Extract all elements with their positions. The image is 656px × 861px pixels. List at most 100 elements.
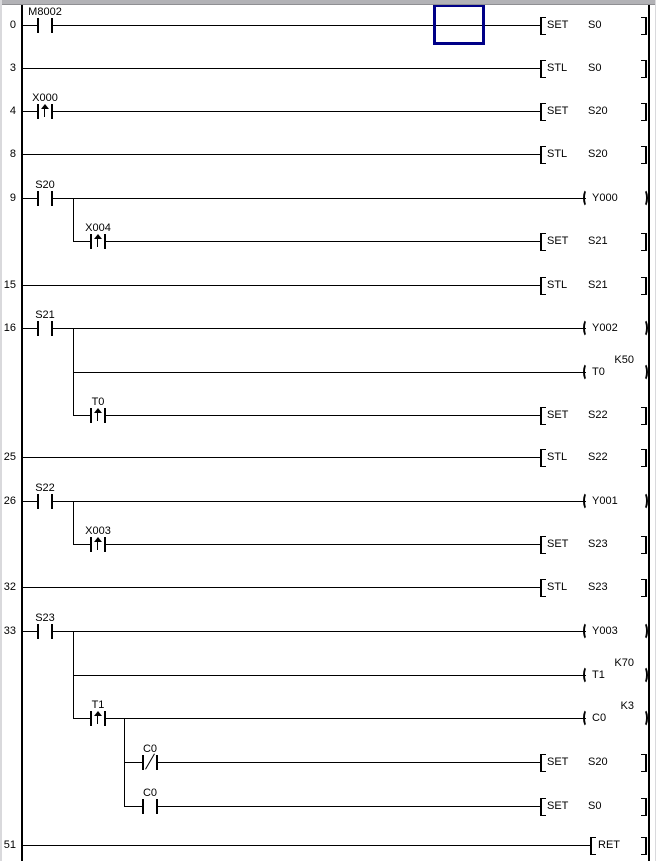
instruction-close-bracket	[641, 837, 647, 855]
instruction-op[interactable]: STL	[547, 451, 568, 463]
branch-line	[124, 718, 125, 806]
rising-edge-arrow-icon	[97, 715, 98, 724]
branch-line	[73, 631, 74, 718]
instruction-op[interactable]: STL	[547, 62, 568, 74]
no-contact[interactable]	[37, 624, 53, 639]
instruction-operand[interactable]: S0	[588, 62, 602, 74]
rung-line	[73, 718, 586, 719]
contact-label: X004	[85, 222, 111, 234]
rung-line	[73, 415, 540, 416]
instruction-operand[interactable]: S22	[588, 451, 608, 463]
instruction-open-bracket	[540, 449, 546, 467]
edit-cursor[interactable]	[433, 4, 485, 45]
instruction-close-bracket	[641, 60, 647, 78]
rising-edge-arrowhead-icon	[41, 104, 49, 109]
pulse-contact[interactable]	[90, 234, 106, 249]
step-number: 32	[3, 581, 16, 593]
instruction-operand[interactable]: S0	[588, 800, 602, 812]
rising-edge-arrow-icon	[97, 412, 98, 421]
instruction-operand[interactable]: S21	[588, 279, 608, 291]
instruction-op[interactable]: SET	[547, 409, 569, 421]
rising-edge-arrow-icon	[97, 541, 98, 550]
coil-label[interactable]: T1	[592, 669, 605, 681]
rung-line	[73, 241, 540, 242]
contact-label: S23	[35, 612, 55, 624]
branch-line	[73, 328, 74, 415]
instruction-close-bracket	[641, 536, 647, 554]
instruction-op[interactable]: SET	[547, 538, 569, 550]
instruction-close-bracket	[641, 233, 647, 251]
instruction-operand[interactable]: S21	[588, 235, 608, 247]
contact-label: S20	[35, 179, 55, 191]
rung-line	[21, 111, 540, 112]
coil-label[interactable]: T0	[592, 366, 605, 378]
no-contact[interactable]	[37, 18, 53, 33]
no-contact[interactable]	[37, 494, 53, 509]
instruction-close-bracket	[641, 798, 647, 816]
instruction-operand[interactable]: S23	[588, 538, 608, 550]
instruction-operand[interactable]: S22	[588, 409, 608, 421]
pulse-contact[interactable]	[90, 408, 106, 423]
coil-close-paren	[640, 622, 648, 640]
rising-edge-arrowhead-icon	[94, 711, 102, 716]
coil-open-paren	[583, 319, 591, 337]
nc-slash-icon	[145, 753, 155, 770]
instruction-operand[interactable]: S20	[588, 756, 608, 768]
rung-line	[21, 587, 540, 588]
instruction-operand[interactable]: S20	[588, 148, 608, 160]
instruction-op[interactable]: STL	[547, 148, 568, 160]
instruction-operand[interactable]: S23	[588, 581, 608, 593]
no-contact[interactable]	[37, 321, 53, 336]
no-contact[interactable]	[142, 799, 158, 814]
instruction-open-bracket	[540, 17, 546, 35]
coil-close-paren	[640, 492, 648, 510]
instruction-open-bracket	[540, 233, 546, 251]
coil-close-paren	[640, 666, 648, 684]
instruction-op[interactable]: STL	[547, 581, 568, 593]
instruction-close-bracket	[641, 277, 647, 295]
instruction-open-bracket	[540, 536, 546, 554]
rung-line	[21, 501, 586, 502]
coil-label[interactable]: Y003	[592, 625, 618, 637]
step-number: 16	[3, 322, 16, 334]
coil-label[interactable]: Y002	[592, 322, 618, 334]
step-number: 51	[3, 839, 16, 851]
instruction-op[interactable]: STL	[547, 279, 568, 291]
pulse-contact[interactable]	[90, 711, 106, 726]
instruction-close-bracket	[641, 103, 647, 121]
coil-label[interactable]: C0	[592, 712, 607, 724]
step-number: 4	[9, 105, 16, 117]
instruction-op[interactable]: SET	[547, 235, 569, 247]
nc-contact[interactable]	[142, 753, 158, 770]
k-constant-label: K3	[620, 700, 634, 712]
instruction-op[interactable]: SET	[547, 19, 569, 31]
contact-label: M8002	[28, 6, 62, 18]
coil-close-paren	[640, 709, 648, 727]
instruction-close-bracket	[641, 407, 647, 425]
branch-line	[73, 198, 74, 241]
coil-label[interactable]: Y001	[592, 495, 618, 507]
k-constant-label: K50	[614, 354, 634, 366]
instruction-op[interactable]: SET	[547, 105, 569, 117]
coil-label[interactable]: Y000	[592, 192, 618, 204]
instruction-operand[interactable]: S20	[588, 105, 608, 117]
rung-line	[21, 845, 590, 846]
instruction-op[interactable]: SET	[547, 800, 569, 812]
contact-label: C0	[142, 787, 158, 799]
step-number: 0	[9, 19, 16, 31]
instruction-open-bracket	[540, 754, 546, 772]
contact-label: X000	[32, 92, 58, 104]
instruction-op[interactable]: RET	[598, 839, 620, 851]
rising-edge-arrow-icon	[44, 108, 45, 117]
rung-line	[73, 372, 586, 373]
pulse-contact[interactable]	[37, 104, 53, 119]
instruction-open-bracket	[590, 837, 596, 855]
k-constant-label: K70	[614, 657, 634, 669]
rung-line	[21, 68, 540, 69]
no-contact[interactable]	[37, 191, 53, 206]
rung-line	[73, 675, 586, 676]
pulse-contact[interactable]	[90, 537, 106, 552]
instruction-operand[interactable]: S0	[588, 19, 602, 31]
instruction-op[interactable]: SET	[547, 756, 569, 768]
